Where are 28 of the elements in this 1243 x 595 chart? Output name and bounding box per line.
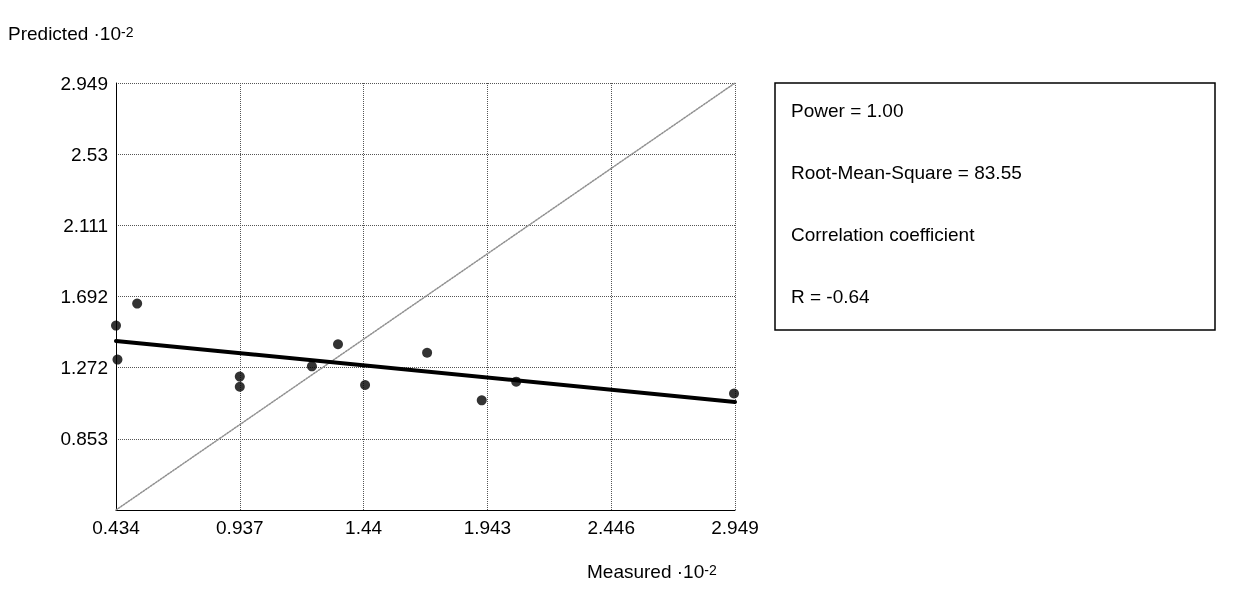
x-tick-label: 1.44 <box>345 517 383 538</box>
x-tick-label: 2.446 <box>587 517 635 538</box>
point <box>132 298 143 309</box>
x-tick-label: 0.937 <box>216 517 264 538</box>
point <box>360 380 371 391</box>
point <box>422 347 433 358</box>
point <box>476 395 487 406</box>
y-tick-label: 2.949 <box>60 72 108 94</box>
point <box>729 388 740 399</box>
text: Power = 1.00 <box>791 100 904 121</box>
point <box>234 381 245 392</box>
text: Root-Mean-Square = 83.55 <box>791 162 1022 183</box>
point <box>112 354 123 365</box>
y-tick-label: 2.53 <box>71 143 108 165</box>
y-tick-label: 2.111 <box>63 214 108 236</box>
x-tick-label: 2.949 <box>711 517 759 538</box>
point <box>111 320 121 331</box>
text: R = -0.64 <box>791 286 871 307</box>
y-tick-label: 0.853 <box>60 428 108 450</box>
point <box>234 371 245 382</box>
text: Correlation coefficient <box>791 224 976 245</box>
point <box>306 361 317 372</box>
point <box>511 376 522 387</box>
x-tick-label: 1.943 <box>463 517 512 538</box>
y-tick-label: 1.692 <box>60 285 108 307</box>
y-tick-label: 1.272 <box>60 357 108 379</box>
point <box>333 339 343 350</box>
x-tick-label: 0.434 <box>92 517 141 538</box>
